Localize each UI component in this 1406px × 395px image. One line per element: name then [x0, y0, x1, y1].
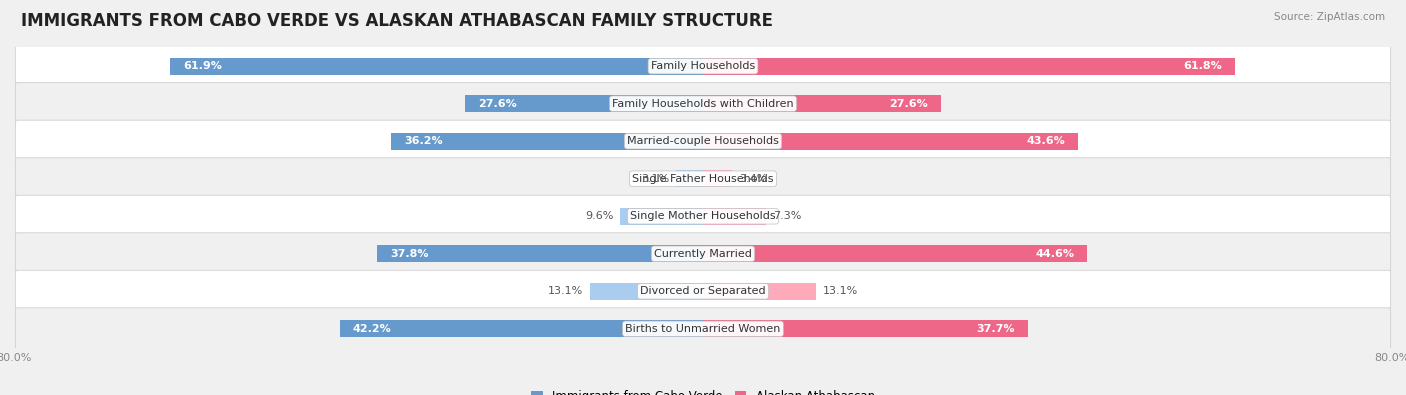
- Text: Married-couple Households: Married-couple Households: [627, 136, 779, 146]
- Text: Source: ZipAtlas.com: Source: ZipAtlas.com: [1274, 12, 1385, 22]
- FancyBboxPatch shape: [15, 158, 1391, 200]
- Text: 61.9%: 61.9%: [183, 61, 222, 71]
- Bar: [703, 208, 766, 225]
- Bar: [703, 320, 1028, 337]
- Text: Single Father Households: Single Father Households: [633, 174, 773, 184]
- Text: Currently Married: Currently Married: [654, 249, 752, 259]
- Text: 7.3%: 7.3%: [773, 211, 801, 221]
- Bar: [703, 95, 941, 112]
- Text: Single Mother Households: Single Mother Households: [630, 211, 776, 221]
- Bar: [703, 170, 733, 187]
- Text: 61.8%: 61.8%: [1184, 61, 1222, 71]
- Text: 37.8%: 37.8%: [391, 249, 429, 259]
- FancyBboxPatch shape: [15, 195, 1391, 237]
- Text: 42.2%: 42.2%: [353, 324, 391, 334]
- Text: 3.4%: 3.4%: [740, 174, 768, 184]
- Bar: [377, 245, 703, 262]
- FancyBboxPatch shape: [15, 233, 1391, 275]
- Text: Births to Unmarried Women: Births to Unmarried Women: [626, 324, 780, 334]
- Text: 43.6%: 43.6%: [1026, 136, 1066, 146]
- Bar: [591, 283, 703, 300]
- Bar: [170, 58, 703, 75]
- Text: 13.1%: 13.1%: [548, 286, 583, 296]
- Text: Family Households: Family Households: [651, 61, 755, 71]
- Text: 13.1%: 13.1%: [823, 286, 858, 296]
- FancyBboxPatch shape: [15, 45, 1391, 87]
- Text: 27.6%: 27.6%: [478, 99, 517, 109]
- Text: 27.6%: 27.6%: [889, 99, 928, 109]
- Bar: [340, 320, 703, 337]
- Text: Family Households with Children: Family Households with Children: [612, 99, 794, 109]
- Bar: [465, 95, 703, 112]
- Bar: [703, 245, 1087, 262]
- Bar: [703, 283, 815, 300]
- Bar: [703, 133, 1078, 150]
- FancyBboxPatch shape: [15, 308, 1391, 350]
- Bar: [676, 170, 703, 187]
- Text: 9.6%: 9.6%: [585, 211, 613, 221]
- FancyBboxPatch shape: [15, 120, 1391, 162]
- FancyBboxPatch shape: [15, 83, 1391, 125]
- FancyBboxPatch shape: [15, 270, 1391, 312]
- Bar: [620, 208, 703, 225]
- Text: IMMIGRANTS FROM CABO VERDE VS ALASKAN ATHABASCAN FAMILY STRUCTURE: IMMIGRANTS FROM CABO VERDE VS ALASKAN AT…: [21, 12, 773, 30]
- Legend: Immigrants from Cabo Verde, Alaskan Athabascan: Immigrants from Cabo Verde, Alaskan Atha…: [526, 385, 880, 395]
- Text: 37.7%: 37.7%: [976, 324, 1015, 334]
- Bar: [391, 133, 703, 150]
- Text: 44.6%: 44.6%: [1035, 249, 1074, 259]
- Text: 36.2%: 36.2%: [404, 136, 443, 146]
- Text: 3.1%: 3.1%: [641, 174, 669, 184]
- Text: Divorced or Separated: Divorced or Separated: [640, 286, 766, 296]
- Bar: [703, 58, 1236, 75]
